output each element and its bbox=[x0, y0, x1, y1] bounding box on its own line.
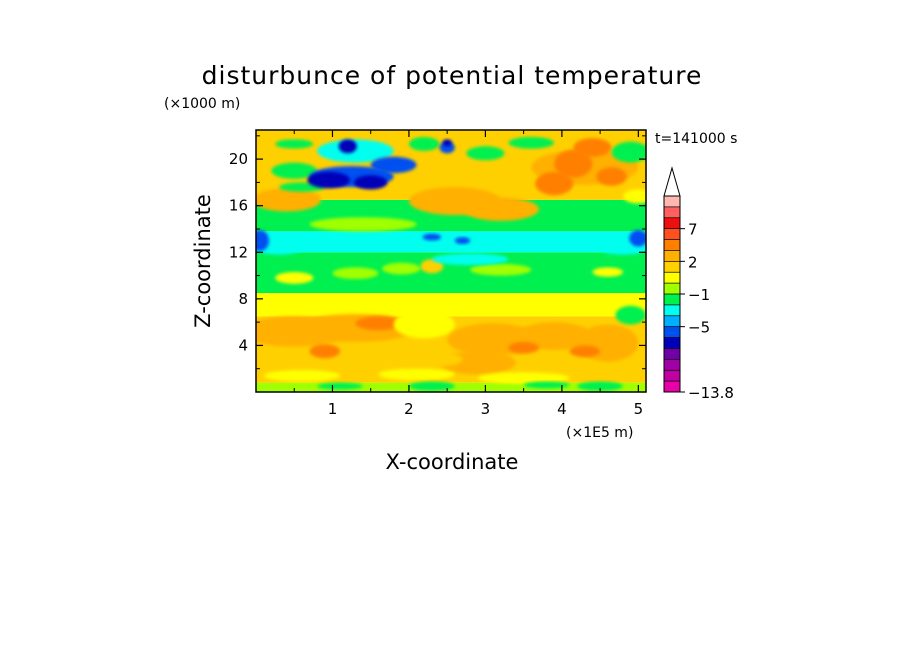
field-patch-29 bbox=[256, 230, 269, 252]
x-tick-label-4: 5 bbox=[634, 400, 644, 418]
field-patch-55 bbox=[353, 175, 388, 190]
field-patch-45 bbox=[408, 136, 440, 151]
field-patch-57 bbox=[442, 139, 452, 147]
field-band-4 bbox=[256, 231, 646, 253]
field-patch-27 bbox=[431, 253, 509, 266]
field-patch-54 bbox=[307, 171, 351, 189]
field-patch-17 bbox=[577, 381, 624, 391]
y-tick-label-0: 4 bbox=[238, 336, 248, 354]
field-patch-30 bbox=[629, 230, 646, 247]
colorbar-swatch-17 bbox=[664, 196, 680, 207]
field-patch-23 bbox=[332, 267, 379, 280]
colorbar: 7 2 −1 −5 −13.8 bbox=[663, 166, 734, 402]
y-axis: 4 8 12 16 20 bbox=[229, 135, 646, 370]
field-patch-53 bbox=[275, 139, 314, 149]
field-band-2 bbox=[256, 293, 646, 317]
y-unit-label: (×1000 m) bbox=[164, 96, 240, 112]
x-tick-label-0: 1 bbox=[328, 400, 338, 418]
x-axis-label: X-coordinate bbox=[386, 450, 519, 474]
x-axis: 1 2 3 4 5 bbox=[293, 130, 644, 418]
colorbar-swatch-3 bbox=[664, 348, 680, 360]
y-tick-label-2: 12 bbox=[229, 243, 248, 261]
time-label: t=141000 s bbox=[655, 131, 737, 147]
field-patch-51 bbox=[370, 156, 417, 174]
field-patch-36 bbox=[462, 197, 539, 221]
field-patch-19 bbox=[317, 382, 364, 390]
field-patch-14 bbox=[477, 372, 570, 384]
colorbar-swatch-9 bbox=[664, 283, 680, 294]
field-patch-2 bbox=[309, 344, 341, 359]
colorbar-label-1: 2 bbox=[688, 253, 698, 271]
x-tick-label-3: 4 bbox=[557, 400, 567, 418]
field-patch-21 bbox=[382, 262, 421, 275]
plot-frame bbox=[255, 129, 647, 393]
y-axis-label: Z-coordinate bbox=[191, 194, 215, 328]
colorbar-swatch-2 bbox=[664, 359, 680, 371]
colorbar-swatch-4 bbox=[664, 337, 680, 349]
colorbar-label-2: −1 bbox=[688, 286, 710, 304]
field-patch-33 bbox=[256, 188, 321, 212]
colorbar-label-4: −13.8 bbox=[688, 384, 734, 402]
colorbar-swatch-7 bbox=[664, 304, 680, 316]
field-patch-12 bbox=[263, 369, 341, 382]
colorbar-swatch-0 bbox=[664, 381, 680, 392]
field-patch-20 bbox=[275, 272, 314, 284]
field-patch-47 bbox=[508, 136, 555, 149]
x-unit-label: (×1E5 m) bbox=[566, 425, 633, 441]
field-patch-43 bbox=[271, 162, 318, 179]
colorbar-label-0: 7 bbox=[688, 221, 698, 239]
field-patch-31 bbox=[422, 233, 442, 241]
colorbar-swatch-1 bbox=[664, 370, 680, 382]
field-patch-42 bbox=[623, 189, 646, 204]
field-patch-56 bbox=[338, 139, 357, 154]
field-patch-3 bbox=[355, 316, 402, 331]
colorbar-swatch-11 bbox=[664, 261, 680, 273]
colorbar-swatch-5 bbox=[664, 326, 680, 338]
colorbar-extend-arrow bbox=[663, 166, 681, 197]
colorbar-label-3: −5 bbox=[688, 319, 710, 337]
field-patch-22 bbox=[420, 259, 444, 274]
field-patch-18 bbox=[523, 381, 570, 389]
field-patch-48 bbox=[611, 141, 646, 163]
field-patch-32 bbox=[454, 237, 471, 245]
field-patch-25 bbox=[592, 267, 624, 277]
field-patch-40 bbox=[573, 138, 612, 157]
field-patch-6 bbox=[516, 322, 593, 351]
field-patch-13 bbox=[378, 368, 455, 381]
colorbar-swatch-15 bbox=[664, 217, 680, 229]
heatmap-field bbox=[256, 130, 646, 392]
colorbar-swatch-6 bbox=[664, 315, 680, 327]
field-patch-11 bbox=[416, 352, 463, 367]
field-patch-8 bbox=[508, 341, 539, 354]
field-patch-34 bbox=[309, 217, 417, 232]
colorbar-swatch-16 bbox=[664, 206, 680, 218]
x-tick-label-1: 2 bbox=[404, 400, 414, 418]
chart-title: disturbunce of potential temperature bbox=[202, 61, 703, 90]
colorbar-swatch-10 bbox=[664, 272, 680, 284]
colorbar-swatch-14 bbox=[664, 228, 680, 240]
field-patch-16 bbox=[408, 381, 455, 391]
field-patch-24 bbox=[470, 263, 532, 276]
field-patch-39 bbox=[554, 149, 593, 178]
y-tick-label-4: 20 bbox=[229, 150, 248, 168]
colorbar-swatch-13 bbox=[664, 239, 680, 251]
field-patch-46 bbox=[466, 146, 505, 161]
field-patch-28 bbox=[600, 242, 646, 255]
colorbar-swatch-8 bbox=[664, 294, 680, 305]
field-patch-38 bbox=[535, 171, 574, 196]
field-patch-44 bbox=[317, 139, 394, 163]
field-patch-9 bbox=[569, 345, 601, 358]
field-patch-15 bbox=[615, 305, 646, 325]
y-tick-label-3: 16 bbox=[229, 197, 248, 215]
field-patch-41 bbox=[596, 167, 627, 186]
colorbar-swatch-12 bbox=[664, 250, 680, 262]
x-tick-label-2: 3 bbox=[481, 400, 491, 418]
field-patch-10 bbox=[393, 310, 455, 339]
y-tick-label-1: 8 bbox=[238, 290, 248, 308]
